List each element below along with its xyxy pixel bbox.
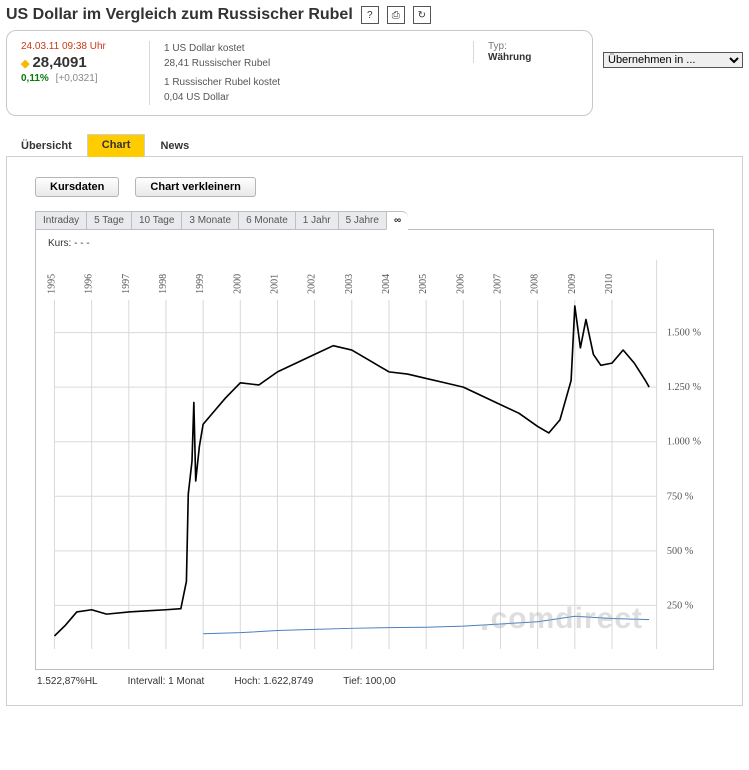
kursdaten-button[interactable]: Kursdaten: [35, 177, 119, 197]
change: 0,11% [+0,0321]: [21, 73, 131, 84]
rate-usd-line1: 1 US Dollar kostet: [164, 41, 455, 56]
svg-text:2005: 2005: [418, 274, 429, 294]
tab-overview[interactable]: Übersicht: [6, 135, 87, 157]
range-tab-3[interactable]: 3 Monate: [181, 211, 238, 230]
chart-svg: 250 % 500 % 750 % 1.000 % 1.250 % 1.500 % 1995…: [36, 230, 713, 669]
footer-hoch: Hoch: 1.622,8749: [234, 676, 313, 687]
svg-text:1.250 %: 1.250 %: [667, 382, 702, 393]
range-tab-1[interactable]: 5 Tage: [86, 211, 131, 230]
svg-text:500 %: 500 %: [667, 546, 694, 557]
timestamp: 24.03.11 09:38 Uhr: [21, 41, 131, 52]
svg-text:2010: 2010: [604, 274, 615, 294]
rate-rub-line1: 1 Russischer Rubel kostet: [164, 75, 455, 90]
svg-text:2004: 2004: [381, 274, 392, 294]
chart-footer: 1.522,87%HL Intervall: 1 Monat Hoch: 1.6…: [35, 670, 714, 687]
range-tab-6[interactable]: 5 Jahre: [338, 211, 386, 230]
svg-text:2009: 2009: [567, 274, 578, 294]
page-title: US Dollar im Vergleich zum Russischer Ru…: [6, 6, 353, 24]
svg-text:750 %: 750 %: [667, 491, 694, 502]
svg-text:1995: 1995: [46, 274, 57, 294]
svg-text:2006: 2006: [455, 274, 466, 294]
range-tab-5[interactable]: 1 Jahr: [295, 211, 338, 230]
rate-rub-line2: 0,04 US Dollar: [164, 90, 455, 105]
svg-text:2001: 2001: [269, 274, 280, 294]
range-tab-2[interactable]: 10 Tage: [131, 211, 181, 230]
main-tabs: Übersicht Chart News: [6, 134, 743, 157]
footer-tief: Tief: 100,00: [343, 676, 395, 687]
tab-news[interactable]: News: [145, 135, 204, 157]
verkleinern-button[interactable]: Chart verkleinern: [135, 177, 255, 197]
svg-text:2002: 2002: [307, 274, 318, 294]
svg-text:1997: 1997: [121, 274, 132, 294]
svg-text:2003: 2003: [344, 274, 355, 294]
svg-text:1.500 %: 1.500 %: [667, 328, 702, 339]
print-icon[interactable]: ⎙: [387, 6, 405, 24]
svg-text:1998: 1998: [158, 274, 169, 294]
svg-text:1999: 1999: [195, 274, 206, 294]
range-tab-4[interactable]: 6 Monate: [238, 211, 295, 230]
type-label: Typ:: [488, 41, 578, 52]
summary-card: 24.03.11 09:38 Uhr ◆28,4091 0,11% [+0,03…: [6, 30, 593, 116]
range-tab-7[interactable]: ∞: [386, 211, 408, 230]
rate-usd-line2: 28,41 Russischer Rubel: [164, 56, 455, 71]
refresh-icon[interactable]: ↻: [413, 6, 431, 24]
footer-hl: 1.522,87%HL: [37, 676, 98, 687]
range-tab-0[interactable]: Intraday: [35, 211, 86, 230]
price: ◆28,4091: [21, 54, 131, 71]
footer-intervall: Intervall: 1 Monat: [128, 676, 205, 687]
svg-text:2008: 2008: [530, 274, 541, 294]
takeover-select[interactable]: Übernehmen in ...: [603, 52, 743, 68]
svg-text:2007: 2007: [492, 274, 503, 294]
range-tabs: Intraday5 Tage10 Tage3 Monate6 Monate1 J…: [35, 211, 714, 230]
svg-text:250 %: 250 %: [667, 600, 694, 611]
tab-chart[interactable]: Chart: [87, 134, 146, 157]
chart-panel: Kursdaten Chart verkleinern Intraday5 Ta…: [6, 157, 743, 706]
svg-text:1.000 %: 1.000 %: [667, 437, 702, 448]
plot-area: Kurs: - - - 250 %500 %750 %1.000 %1.250 …: [35, 230, 714, 670]
svg-text:2000: 2000: [232, 274, 243, 294]
type-value: Währung: [488, 52, 578, 63]
svg-text:1996: 1996: [84, 274, 95, 294]
help-icon[interactable]: ?: [361, 6, 379, 24]
